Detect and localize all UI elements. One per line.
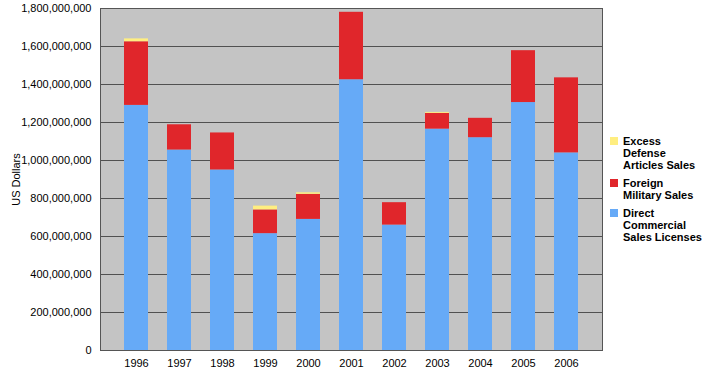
- svg-text:1,600,000,000: 1,600,000,000: [21, 40, 91, 52]
- html-text:Direct Commercial Sales Licens: Direct Commercial Sales Licenses: [623, 207, 702, 243]
- svg-text:600,000,000: 600,000,000: [30, 230, 91, 242]
- svg-text:2004: 2004: [468, 357, 492, 369]
- svg-text:2003: 2003: [425, 357, 449, 369]
- svg-text:1,800,000,000: 1,800,000,000: [21, 2, 91, 14]
- svg-text:1,200,000,000: 1,200,000,000: [21, 116, 91, 128]
- svg-text:200,000,000: 200,000,000: [30, 306, 91, 318]
- svg-text:1,400,000,000: 1,400,000,000: [21, 78, 91, 90]
- svg-text:1998: 1998: [210, 357, 234, 369]
- svg-text:800,000,000: 800,000,000: [30, 192, 91, 204]
- svg-text:US Dollars: US Dollars: [10, 153, 22, 206]
- svg-text:1996: 1996: [124, 357, 148, 369]
- svg-text:0: 0: [85, 344, 91, 356]
- svg-text:1,000,000,000: 1,000,000,000: [21, 154, 91, 166]
- svg-text:400,000,000: 400,000,000: [30, 268, 91, 280]
- svg-text:2001: 2001: [339, 357, 363, 369]
- svg-text:2002: 2002: [382, 357, 406, 369]
- html-text:Foreign Military Sales: Foreign Military Sales: [623, 177, 694, 201]
- svg-text:2000: 2000: [296, 357, 320, 369]
- svg-text:2005: 2005: [511, 357, 535, 369]
- html-text:Excess Defense Articles Sales: Excess Defense Articles Sales: [623, 135, 696, 171]
- svg-text:1997: 1997: [167, 357, 191, 369]
- svg-text:2006: 2006: [554, 357, 578, 369]
- svg-text:1999: 1999: [253, 357, 277, 369]
